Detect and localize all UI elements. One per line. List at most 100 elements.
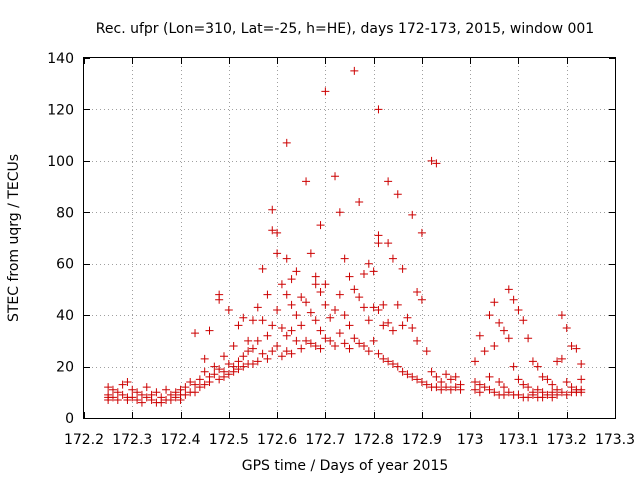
data-point xyxy=(413,336,422,345)
data-point xyxy=(253,357,262,366)
data-point xyxy=(350,66,359,75)
data-point xyxy=(108,393,117,402)
data-point xyxy=(292,267,301,276)
data-point xyxy=(200,367,209,376)
data-point xyxy=(442,370,451,379)
data-point xyxy=(557,354,566,363)
data-point xyxy=(316,344,325,353)
grid-lines xyxy=(84,58,615,418)
data-point xyxy=(306,339,315,348)
y-tick-label: 60 xyxy=(56,257,74,273)
data-point xyxy=(248,316,257,325)
data-point xyxy=(239,362,248,371)
data-point xyxy=(287,275,296,284)
x-tick-label: 172.3 xyxy=(112,432,152,448)
data-point xyxy=(359,342,368,350)
data-point xyxy=(446,385,455,394)
data-point xyxy=(379,321,388,330)
data-point xyxy=(408,324,417,332)
data-point xyxy=(577,375,586,384)
data-points xyxy=(104,66,586,407)
data-point xyxy=(475,380,484,389)
data-point xyxy=(277,280,286,289)
data-point xyxy=(379,300,388,309)
data-point xyxy=(248,360,257,368)
data-point xyxy=(451,372,460,381)
data-point xyxy=(557,311,566,320)
data-point xyxy=(533,385,542,394)
data-point xyxy=(384,177,393,186)
data-point xyxy=(215,295,224,304)
data-point xyxy=(490,298,499,307)
data-point xyxy=(215,365,224,374)
data-point xyxy=(287,326,296,335)
data-point xyxy=(543,390,552,399)
data-point xyxy=(282,254,291,263)
data-point xyxy=(485,372,494,381)
data-point xyxy=(287,349,296,358)
data-point xyxy=(374,306,383,314)
data-point xyxy=(427,367,436,376)
data-point xyxy=(509,295,518,304)
data-point xyxy=(533,362,542,371)
data-point xyxy=(422,347,431,356)
data-point xyxy=(437,385,446,394)
data-point xyxy=(562,378,571,386)
data-point xyxy=(137,390,146,399)
data-point xyxy=(128,393,137,402)
data-point xyxy=(393,362,402,371)
y-tick-label: 0 xyxy=(65,411,74,427)
y-tick-label: 20 xyxy=(56,360,74,376)
data-point xyxy=(446,375,455,384)
x-tick-label: 172.7 xyxy=(305,432,345,448)
data-point xyxy=(321,280,330,289)
data-point xyxy=(437,378,446,386)
data-point xyxy=(195,375,204,384)
data-point xyxy=(519,316,528,325)
data-point xyxy=(133,388,142,397)
data-point xyxy=(374,105,383,114)
data-point xyxy=(359,270,368,278)
data-point xyxy=(350,285,359,294)
data-point xyxy=(311,342,320,350)
data-point xyxy=(485,385,494,394)
data-point xyxy=(359,303,368,312)
data-point xyxy=(239,352,248,361)
data-point xyxy=(504,285,513,294)
data-point xyxy=(538,372,547,381)
data-point xyxy=(335,329,344,338)
data-point xyxy=(432,372,441,381)
data-point xyxy=(316,221,325,230)
data-point xyxy=(302,298,311,307)
data-point xyxy=(152,388,161,397)
data-point xyxy=(388,326,397,335)
data-point xyxy=(268,205,277,214)
y-tick-label: 120 xyxy=(47,102,74,118)
data-point xyxy=(205,378,214,386)
data-point xyxy=(553,357,562,366)
data-point xyxy=(408,372,417,381)
data-point xyxy=(350,334,359,343)
data-point xyxy=(282,331,291,340)
data-point xyxy=(253,336,262,345)
data-point xyxy=(316,326,325,335)
data-point xyxy=(268,226,277,235)
data-point xyxy=(514,306,523,314)
data-point xyxy=(263,331,272,340)
data-point xyxy=(162,385,171,394)
data-point xyxy=(567,342,576,350)
data-point xyxy=(355,293,364,302)
data-point xyxy=(413,288,422,296)
data-point xyxy=(538,393,547,402)
plot-frame xyxy=(83,57,616,419)
data-point xyxy=(137,398,146,407)
data-point xyxy=(393,190,402,199)
data-point xyxy=(181,383,190,392)
data-point xyxy=(417,228,426,237)
data-point xyxy=(191,388,200,397)
data-point xyxy=(306,308,315,317)
data-point xyxy=(219,372,228,381)
data-point xyxy=(355,339,364,348)
data-point xyxy=(326,336,335,345)
